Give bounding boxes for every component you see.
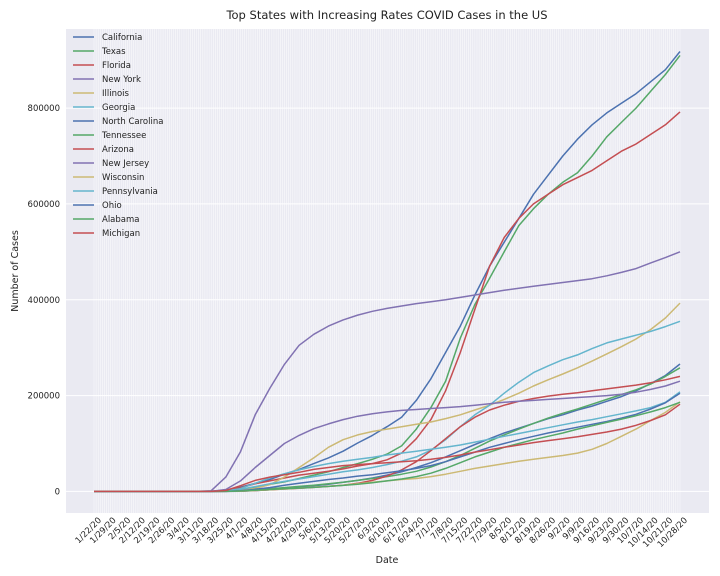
- x-gridlines: [93, 29, 681, 513]
- legend-label: Wisconsin: [102, 173, 144, 183]
- legend-label: Arizona: [102, 145, 134, 155]
- legend-label: California: [102, 33, 142, 43]
- series-lines: [94, 51, 681, 493]
- y-tick-label: 200000: [28, 392, 60, 402]
- legend-label: Florida: [102, 61, 131, 71]
- y-tick-labels: 0 200000 400000 600000 800000: [28, 104, 60, 497]
- chart-title: Top States with Increasing Rates COVID C…: [225, 8, 547, 22]
- legend-label: New Jersey: [102, 159, 149, 169]
- y-tick-label: 600000: [28, 200, 60, 210]
- y-tick-label: 0: [55, 487, 60, 497]
- y-tick-label: 800000: [28, 104, 60, 114]
- legend-label: Michigan: [102, 229, 140, 239]
- legend-label: Texas: [101, 47, 126, 57]
- legend: California Texas Florida New York Illinois Ge…: [73, 33, 163, 239]
- series-line-michigan: [94, 403, 681, 493]
- legend-label: Georgia: [102, 103, 135, 113]
- legend-label: Pennsylvania: [102, 187, 158, 197]
- y-axis-label: Number of Cases: [10, 230, 21, 312]
- legend-label: Tennessee: [101, 131, 146, 141]
- legend-label: Ohio: [102, 201, 122, 211]
- legend-label: New York: [102, 75, 141, 85]
- y-tick-label: 400000: [28, 296, 60, 306]
- legend-label: North Carolina: [102, 117, 163, 127]
- x-axis-label: Date: [376, 555, 399, 566]
- legend-label: Illinois: [102, 89, 130, 99]
- legend-label: Alabama: [102, 215, 139, 225]
